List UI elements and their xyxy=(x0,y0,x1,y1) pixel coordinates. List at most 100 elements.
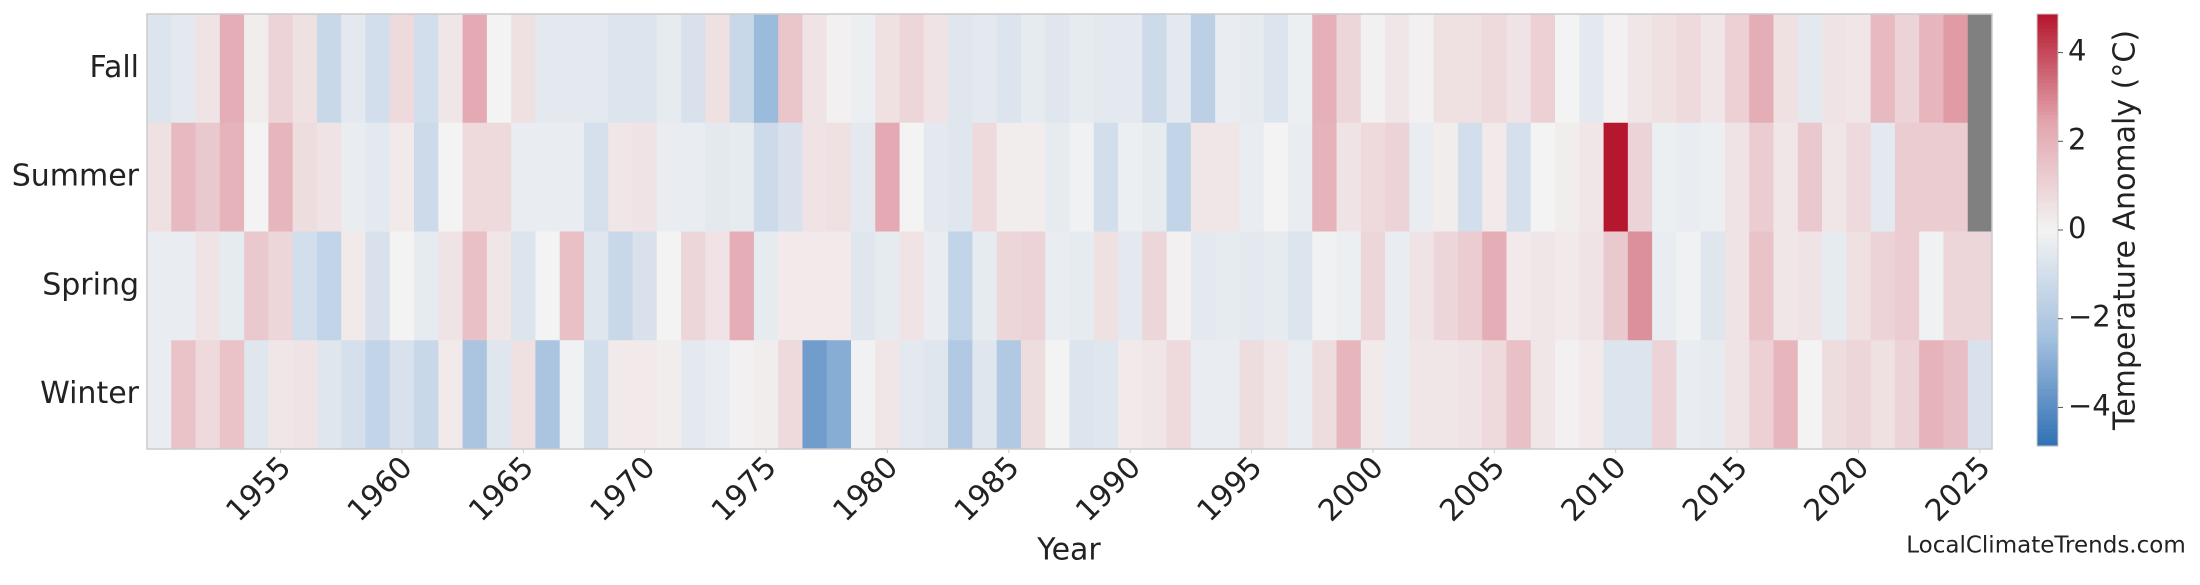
cell xyxy=(486,14,512,124)
colorbar-step xyxy=(2037,176,2058,181)
colorbar-step xyxy=(2037,258,2058,263)
cell xyxy=(753,14,779,124)
cell xyxy=(632,14,658,124)
colorbar-step xyxy=(2037,183,2058,188)
y-tick-label: Summer xyxy=(12,159,140,194)
cell xyxy=(1894,231,1920,341)
cell xyxy=(1870,122,1896,232)
colorbar-step xyxy=(2037,194,2058,199)
cell xyxy=(1870,231,1896,341)
cell xyxy=(1215,231,1240,341)
cell xyxy=(1822,122,1847,232)
cell xyxy=(244,122,269,232)
cell xyxy=(1749,14,1775,124)
cell xyxy=(875,340,901,450)
colorbar-step xyxy=(2037,42,2058,47)
colorbar-step xyxy=(2037,381,2058,386)
cell xyxy=(1409,122,1435,232)
cell xyxy=(1142,340,1168,450)
colorbar-step xyxy=(2037,118,2058,123)
cell xyxy=(778,122,803,232)
cell xyxy=(1773,340,1799,450)
cell xyxy=(365,14,391,124)
cell xyxy=(268,231,294,341)
cell xyxy=(1166,14,1192,124)
cell xyxy=(365,122,391,232)
cell xyxy=(1627,231,1653,341)
cell xyxy=(1724,14,1750,124)
cell xyxy=(147,14,172,124)
colorbar-step xyxy=(2037,428,2058,433)
colorbar-step xyxy=(2037,129,2058,134)
cell xyxy=(1506,122,1532,232)
colorbar-step xyxy=(2037,417,2058,422)
cell xyxy=(1385,14,1410,124)
cell xyxy=(1919,231,1944,341)
cell xyxy=(292,231,318,341)
cell xyxy=(826,340,852,450)
cell xyxy=(923,122,949,232)
cell xyxy=(1118,340,1143,450)
cell xyxy=(1263,122,1289,232)
cell xyxy=(1555,122,1580,232)
cell xyxy=(1069,14,1095,124)
cell xyxy=(583,122,609,232)
cell xyxy=(1336,340,1362,450)
cell xyxy=(511,14,536,124)
colorbar-step xyxy=(2037,366,2058,371)
cell xyxy=(316,231,342,341)
cell xyxy=(1312,340,1338,450)
cell xyxy=(1676,340,1702,450)
cell xyxy=(1020,231,1046,341)
colorbar-step xyxy=(2037,53,2058,58)
cell xyxy=(1846,340,1872,450)
cell xyxy=(1215,340,1240,450)
cell xyxy=(1506,14,1532,124)
cell xyxy=(486,231,512,341)
cell xyxy=(1579,122,1605,232)
cell xyxy=(559,340,585,450)
cell xyxy=(1190,340,1216,450)
cell xyxy=(1312,122,1338,232)
cell xyxy=(1433,14,1459,124)
cell xyxy=(1797,14,1823,124)
cell xyxy=(1385,340,1410,450)
colorbar-step xyxy=(2037,122,2058,127)
cell xyxy=(1118,122,1143,232)
x-tick-label: 1980 xyxy=(826,450,905,529)
cell xyxy=(1020,14,1046,124)
cell xyxy=(195,122,221,232)
cell xyxy=(316,14,342,124)
colorbar-step xyxy=(2037,284,2058,289)
colorbar-step xyxy=(2037,186,2058,191)
cell xyxy=(171,122,197,232)
cell xyxy=(802,122,828,232)
cell xyxy=(1724,122,1750,232)
x-tick-label: 2005 xyxy=(1433,450,1512,529)
cell xyxy=(511,340,536,450)
cell xyxy=(948,122,973,232)
colorbar-step xyxy=(2037,14,2058,19)
cell xyxy=(535,340,561,450)
colorbar-step xyxy=(2037,424,2058,429)
colorbar-step xyxy=(2037,435,2058,440)
cell xyxy=(1894,14,1920,124)
cell xyxy=(341,340,366,450)
cell xyxy=(1093,340,1119,450)
cell xyxy=(1360,231,1386,341)
cell xyxy=(778,14,803,124)
cell xyxy=(1773,14,1799,124)
cell xyxy=(1045,122,1070,232)
colorbar-tick-label: 2 xyxy=(2068,122,2086,156)
cell xyxy=(729,14,755,124)
cell xyxy=(972,231,998,341)
cell xyxy=(1239,14,1265,124)
cell xyxy=(1506,340,1532,450)
cell xyxy=(705,14,731,124)
cell xyxy=(608,14,634,124)
cell xyxy=(1093,231,1119,341)
cell xyxy=(195,340,221,450)
cell xyxy=(1409,14,1435,124)
colorbar-step xyxy=(2037,28,2058,33)
colorbar-step xyxy=(2037,338,2058,343)
